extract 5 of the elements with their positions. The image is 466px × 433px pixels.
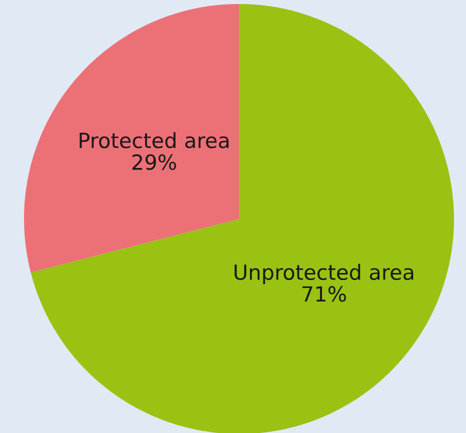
data-label: 29%: [132, 154, 176, 170]
slice-label: Protected area: [80, 132, 229, 148]
slice-label: Unprotected area: [234, 264, 414, 284]
pie-slice: [30, 4, 454, 433]
data-label: 71%: [302, 286, 346, 302]
